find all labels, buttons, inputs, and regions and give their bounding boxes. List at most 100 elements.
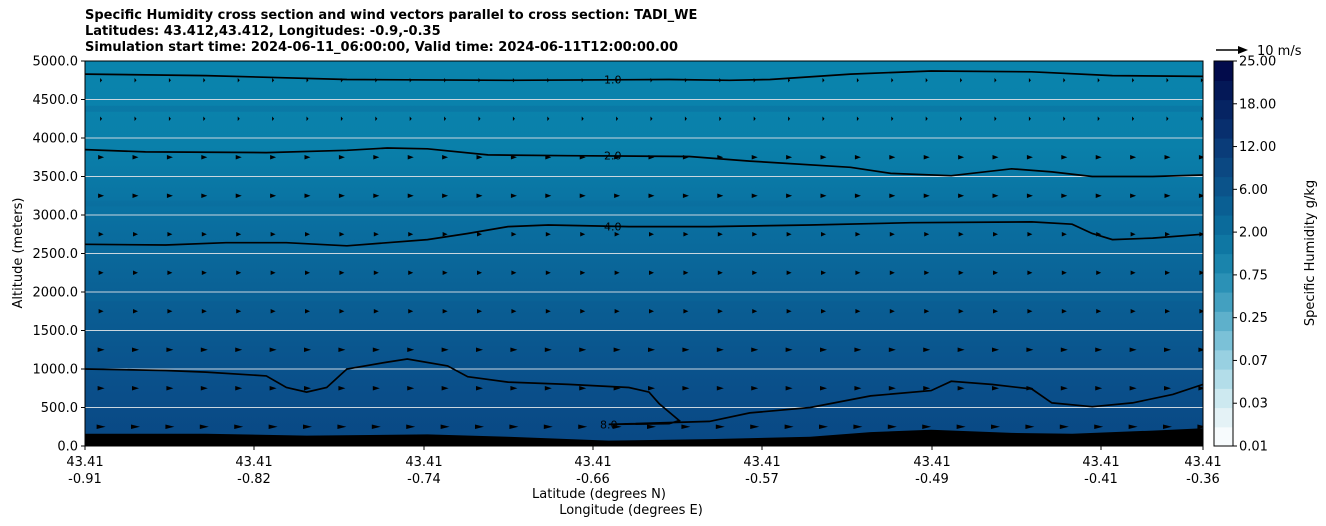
x-tick-label-lat: 43.41 (405, 455, 442, 470)
wind-vector-head (511, 270, 517, 276)
wind-vector (167, 231, 173, 237)
wind-vector-head (235, 385, 243, 391)
wind-vector (1199, 270, 1203, 276)
wind-vector (476, 154, 483, 160)
wind-key-label: 10 m/s (1257, 44, 1302, 59)
wind-vector (477, 270, 483, 276)
wind-vector (854, 193, 861, 199)
wind-vector-head (475, 424, 485, 430)
wind-vector (373, 308, 379, 314)
wind-vector (889, 193, 896, 199)
wind-vector-head (1061, 154, 1068, 160)
wind-vector-head (306, 116, 309, 122)
wind-vector (442, 270, 448, 276)
wind-vector-head (373, 231, 379, 237)
wind-vectors (96, 77, 1203, 430)
wind-vector-head (133, 231, 139, 237)
wind-vector-head (512, 116, 515, 122)
wind-vector (543, 424, 553, 430)
wind-vector-head (752, 308, 758, 314)
wind-vector-head (960, 77, 963, 83)
wind-vector (338, 347, 346, 353)
wind-vector (923, 154, 930, 160)
wind-vector-head (547, 116, 550, 122)
wind-vector-head (165, 424, 175, 430)
wind-vector (1130, 270, 1136, 276)
wind-vector-head (1027, 231, 1033, 237)
wind-vector-head (407, 154, 414, 160)
wind-vector (409, 116, 412, 122)
wind-vector (98, 154, 105, 160)
wind-vector (547, 116, 550, 122)
wind-vector (1095, 347, 1103, 353)
wind-vector-head (1063, 77, 1066, 83)
wind-vector (167, 308, 173, 314)
wind-vector (235, 385, 243, 391)
wind-vector (923, 347, 931, 353)
wind-vector (305, 308, 311, 314)
wind-vector-head (1199, 308, 1203, 314)
wind-vector-head (888, 385, 896, 391)
wind-vector-head (235, 154, 242, 160)
wind-vector-head (751, 347, 759, 353)
wind-vector (545, 193, 552, 199)
wind-vector (98, 193, 105, 199)
wind-vector-head (924, 231, 930, 237)
humidity-bands (85, 105, 1203, 302)
wind-vector-head (1095, 347, 1103, 353)
wind-vector-head (236, 308, 242, 314)
wind-vector (1198, 154, 1203, 160)
wind-vector (442, 231, 448, 237)
wind-vector-head (1028, 77, 1031, 83)
wind-vector-head (134, 77, 137, 83)
wind-vector (304, 385, 312, 391)
wind-vector (752, 308, 758, 314)
wind-vector (579, 193, 586, 199)
wind-vector (751, 385, 759, 391)
wind-vector-head (304, 385, 312, 391)
wind-vector-head (1097, 77, 1100, 83)
colorbar-tick-label: 25.00 (1239, 55, 1276, 70)
wind-vector-head (545, 231, 551, 237)
wind-vector-head (616, 116, 619, 122)
wind-vector-head (1166, 77, 1169, 83)
wind-vector-head (269, 347, 277, 353)
wind-vector (1061, 154, 1068, 160)
wind-vector-head (612, 424, 622, 430)
colorbar-swatch (1214, 330, 1233, 351)
wind-vector (715, 424, 725, 430)
wind-vector-head (166, 193, 173, 199)
wind-vector-head (891, 116, 894, 122)
wind-vector (717, 193, 724, 199)
wind-vector (1096, 308, 1102, 314)
chart-title: Specific Humidity cross section and wind… (85, 8, 697, 56)
wind-vector-head (373, 154, 380, 160)
wind-vector (97, 347, 105, 353)
wind-vector-head (372, 347, 380, 353)
wind-vector-head (821, 308, 827, 314)
wind-vector (510, 193, 517, 199)
wind-vector-head (994, 116, 997, 122)
wind-vector-head (269, 385, 277, 391)
wind-vector-head (752, 270, 758, 276)
colorbar-swatch (1214, 234, 1233, 255)
x-tick-label-lat: 43.41 (1184, 455, 1221, 470)
wind-vector (785, 385, 793, 391)
wind-vector (270, 231, 276, 237)
wind-vector (545, 308, 551, 314)
wind-vector (408, 270, 414, 276)
wind-vector (98, 308, 104, 314)
wind-vector-head (408, 308, 414, 314)
wind-vector-head (924, 270, 930, 276)
wind-vector-head (958, 154, 965, 160)
wind-vector (168, 77, 171, 83)
wind-vector-head (270, 231, 276, 237)
wind-vector (236, 308, 242, 314)
wind-vector (682, 193, 689, 199)
wind-vector-head (270, 193, 277, 199)
wind-vector-head (1096, 308, 1102, 314)
wind-vector-head (992, 347, 1000, 353)
wind-vector-head (682, 193, 689, 199)
colorbar-tick-label: 2.00 (1239, 226, 1268, 241)
wind-vector (612, 424, 622, 430)
